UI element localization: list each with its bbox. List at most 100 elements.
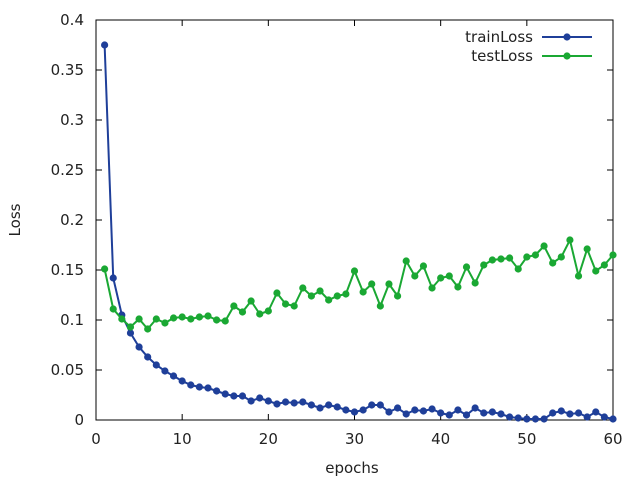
trainLoss-point xyxy=(161,367,169,375)
trainLoss-point xyxy=(480,409,488,417)
trainLoss-point xyxy=(169,372,178,380)
testLoss-point xyxy=(144,325,152,333)
testLoss-point xyxy=(506,254,514,262)
testLoss-point xyxy=(238,308,247,316)
testLoss-point xyxy=(480,261,488,269)
testLoss-point xyxy=(523,253,531,261)
testLoss-point xyxy=(540,242,548,250)
testLoss-point xyxy=(350,267,359,275)
testLoss-point xyxy=(221,317,229,325)
testLoss-point xyxy=(152,315,160,323)
trainLoss-point xyxy=(540,415,548,423)
y-tick-label: 0.4 xyxy=(60,11,84,29)
testLoss-point xyxy=(368,280,376,288)
legend-label-trainLoss: trainLoss xyxy=(465,28,533,46)
legend-label-testLoss: testLoss xyxy=(471,47,533,65)
trainLoss-point xyxy=(101,41,109,49)
y-tick-label: 0 xyxy=(74,411,84,429)
y-tick-label: 0.25 xyxy=(51,161,84,179)
trainLoss-point xyxy=(471,404,479,412)
testLoss-point xyxy=(299,284,307,292)
trainLoss-point xyxy=(600,413,608,421)
testLoss-point xyxy=(549,259,557,267)
trainLoss-point xyxy=(497,410,505,418)
x-tick-label: 40 xyxy=(431,430,450,448)
trainLoss-point xyxy=(290,399,298,407)
trainLoss-line xyxy=(103,44,614,420)
testLoss-point xyxy=(376,302,384,310)
testLoss-point xyxy=(514,265,522,273)
trainLoss-point xyxy=(428,405,436,413)
testLoss-point xyxy=(419,262,428,270)
trainLoss-point xyxy=(411,406,419,414)
testLoss-point xyxy=(393,292,402,300)
legend-marker-testLoss xyxy=(563,52,571,60)
testLoss-point xyxy=(497,255,505,263)
testLoss-point xyxy=(307,292,316,300)
axis-ticks: 0 10 20 30 40 50 60 0 0.05 0.1 0.15 0.2 0.25 0.3 0.35 0… xyxy=(51,11,623,448)
testLoss-point xyxy=(247,297,255,305)
x-tick-label: 20 xyxy=(259,430,278,448)
x-tick-label: 60 xyxy=(603,430,622,448)
testLoss-point xyxy=(195,313,203,321)
trainLoss-point xyxy=(204,384,212,392)
testLoss-point xyxy=(126,323,135,331)
testLoss-point xyxy=(101,265,109,273)
trainLoss-point xyxy=(238,392,247,400)
testLoss-point xyxy=(402,257,410,265)
y-tick-label: 0.05 xyxy=(51,361,84,379)
testLoss-point xyxy=(428,284,436,292)
trainLoss-point xyxy=(307,401,316,409)
testLoss-point xyxy=(359,288,367,296)
trainLoss-point xyxy=(264,397,272,405)
trainLoss-point xyxy=(592,408,600,416)
x-tick-label: 50 xyxy=(517,430,536,448)
testLoss-point xyxy=(333,292,341,300)
trainLoss-point xyxy=(506,413,514,421)
testLoss-point xyxy=(273,289,281,297)
y-tick-label: 0.2 xyxy=(60,211,84,229)
trainLoss-point xyxy=(281,398,290,406)
testLoss-point xyxy=(178,313,186,321)
testLoss-point xyxy=(213,316,221,324)
series-layer xyxy=(101,41,617,423)
x-tick-label: 30 xyxy=(345,430,364,448)
testLoss-point xyxy=(204,312,212,320)
trainLoss-point xyxy=(152,361,160,369)
y-tick-label: 0.15 xyxy=(51,261,84,279)
trainLoss-point xyxy=(299,398,307,406)
testLoss-point xyxy=(557,253,565,261)
trainLoss-point xyxy=(488,408,496,416)
trainLoss-point xyxy=(325,401,333,409)
trainLoss-point xyxy=(135,343,143,351)
testLoss-point xyxy=(437,274,445,282)
testLoss-point xyxy=(230,302,238,310)
trainLoss-point xyxy=(402,410,410,418)
trainLoss-point xyxy=(523,415,531,423)
testLoss-point xyxy=(169,314,178,322)
x-tick-label: 10 xyxy=(173,430,192,448)
trainLoss-point xyxy=(376,401,384,409)
trainLoss-point xyxy=(368,401,376,409)
trainLoss-point xyxy=(230,392,238,400)
testLoss-point xyxy=(574,272,583,280)
y-tick-label: 0.1 xyxy=(60,311,84,329)
testLoss-point xyxy=(600,261,608,269)
trainLoss-point xyxy=(350,408,359,416)
trainLoss-point xyxy=(445,411,453,419)
trainLoss-point xyxy=(609,415,617,423)
trainLoss-point xyxy=(359,406,367,414)
trainLoss-point xyxy=(195,383,203,391)
trainLoss-point xyxy=(316,404,324,412)
trainLoss-point xyxy=(419,407,428,415)
testLoss-point xyxy=(109,305,117,313)
trainLoss-point xyxy=(566,410,574,418)
y-axis-label: Loss xyxy=(6,203,24,236)
trainLoss-point xyxy=(583,413,591,421)
testLoss-point xyxy=(566,236,574,244)
trainLoss-point xyxy=(187,381,195,389)
trainLoss-point xyxy=(273,400,281,408)
testLoss-point xyxy=(135,315,143,323)
